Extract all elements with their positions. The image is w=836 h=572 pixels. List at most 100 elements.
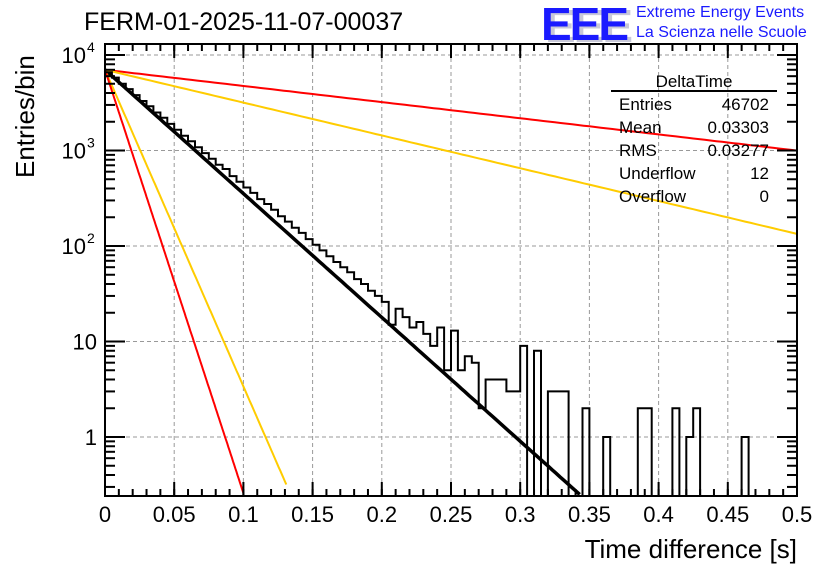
histogram-bin (444, 370, 451, 496)
histogram-bin (513, 391, 520, 496)
stats-label-rms: RMS (619, 141, 657, 160)
logo-subtitle-1: Extreme Energy Events (636, 4, 805, 21)
histogram-bin (506, 391, 513, 496)
histogram-bin (257, 199, 264, 496)
histogram-bin (160, 118, 167, 496)
histogram-bin (686, 437, 693, 496)
histogram-bin (582, 408, 589, 496)
x-tick-label: 0.15 (291, 502, 334, 527)
histogram-bin (285, 222, 292, 496)
x-tick-label: 0.1 (228, 502, 259, 527)
stats-label-mean: Mean (619, 118, 662, 137)
y-tick-label: 10 (62, 139, 86, 164)
histogram-bin (437, 328, 444, 496)
stats-value-entries: 46702 (722, 95, 769, 114)
histogram-bin (174, 130, 181, 496)
stats-value-rms: 0.03277 (708, 141, 769, 160)
histogram-bin (326, 256, 333, 496)
x-tick-label: 0.05 (153, 502, 196, 527)
stats-label-overflow: Overflow (619, 187, 687, 206)
histogram (104, 71, 797, 497)
curves (103, 68, 798, 496)
stats-value-mean: 0.03303 (708, 118, 769, 137)
stats-value-overflow: 0 (760, 187, 769, 206)
histogram-bin (499, 380, 506, 496)
histogram-bin (403, 317, 410, 496)
histogram-bin (693, 408, 700, 496)
logo-subtitle-2: La Scienza nelle Scuole (636, 24, 807, 41)
histogram-bin (472, 363, 479, 496)
histogram-bin (375, 296, 382, 496)
histogram-bin (340, 267, 347, 496)
stats-value-underflow: 12 (750, 164, 769, 183)
histogram-bin (236, 182, 243, 496)
x-tick-label: 0 (99, 502, 111, 527)
x-tick-label: 0.4 (643, 502, 674, 527)
histogram-bin (520, 346, 527, 496)
histogram-bin (119, 84, 126, 496)
histogram-bin (347, 272, 354, 496)
histogram-bin (278, 216, 285, 496)
histogram-bin (230, 176, 237, 496)
histogram-bin (153, 112, 160, 496)
histogram-bin (486, 380, 493, 496)
histogram-bin (534, 351, 541, 496)
y-tick-exponent: 2 (87, 230, 95, 246)
x-tick-label: 0.5 (782, 502, 813, 527)
plot-frame (104, 43, 798, 497)
histogram-bin (306, 239, 313, 496)
histogram-bin (320, 250, 327, 496)
x-tick-label: 0.45 (706, 502, 749, 527)
histogram-steps (104, 71, 797, 497)
histogram-bin (451, 331, 458, 496)
histogram-bin (299, 233, 306, 496)
eee-logo-mark: EEE (541, 0, 629, 50)
y-tick-label: 10 (62, 234, 86, 259)
histogram-bin (264, 204, 271, 496)
histogram-bin (555, 391, 562, 496)
x-tick-label: 0.2 (367, 502, 398, 527)
histogram-bin (382, 302, 389, 496)
stats-box: DeltaTime Entries 46702 Mean 0.03303 RMS 0.03… (611, 72, 777, 206)
x-tick-label: 0.25 (430, 502, 473, 527)
histogram-bin (292, 228, 299, 496)
histogram-bin (603, 437, 610, 496)
stats-label-entries: Entries (619, 95, 672, 114)
y-tick-label: 1 (85, 425, 97, 450)
fit-curve-upper-slow (104, 68, 798, 152)
histogram-bin (313, 245, 320, 496)
histogram-bin (389, 325, 396, 496)
histogram-bin (361, 284, 368, 496)
histogram-bin (742, 437, 749, 496)
stats-rows: Entries 46702 Mean 0.03303 RMS 0.03277 Underfl… (619, 95, 769, 206)
x-tick-label: 0.35 (568, 502, 611, 527)
histogram-bin (645, 408, 652, 496)
histogram-bin (112, 78, 119, 496)
histogram-bin (638, 408, 645, 496)
axes: 0 0.05 0.1 0.15 0.2 0.25 0.3 0.35 0.4 0.45 0.5 1 10 1… (62, 39, 813, 527)
histogram-bin (333, 262, 340, 496)
fit-curve-yellow-fast (104, 69, 288, 485)
histogram-bin (368, 291, 375, 496)
histogram-bin (548, 391, 555, 496)
fit-curve-fit (103, 68, 581, 496)
y-tick-label: 10 (62, 43, 86, 68)
y-tick-exponent: 3 (87, 135, 95, 151)
histogram-bin (209, 159, 216, 496)
chart-title: FERM-01-2025-11-07-00037 (84, 8, 404, 36)
fit-curve-red-fast (104, 69, 245, 494)
histogram-bin (672, 408, 679, 496)
fit-curve-yellow-slow (104, 68, 798, 235)
histogram-bin (465, 356, 472, 496)
histogram-bin (409, 328, 416, 496)
stats-title: DeltaTime (656, 72, 733, 91)
histogram-bin (479, 408, 486, 496)
histogram-bin (250, 193, 257, 496)
histogram-bin (167, 124, 174, 496)
histogram-bin (493, 380, 500, 496)
y-tick-exponent: 4 (87, 39, 95, 55)
x-axis-title: Time difference [s] (585, 534, 797, 564)
histogram-bin (195, 147, 202, 496)
stats-label-underflow: Underflow (619, 164, 696, 183)
